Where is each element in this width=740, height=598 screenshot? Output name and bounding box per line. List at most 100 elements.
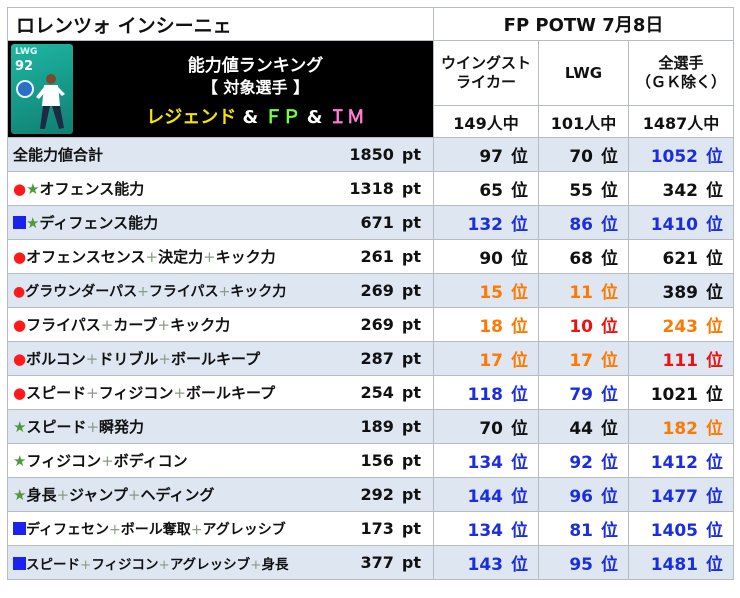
stat-value-number: 292 xyxy=(360,485,394,504)
rank-unit: 位 xyxy=(601,521,618,541)
rank-number: 243 xyxy=(662,317,699,337)
rank-cell: 621 位 xyxy=(627,239,735,274)
stat-value-number: 156 xyxy=(360,451,394,470)
stat-label-part: アグレッシブ xyxy=(202,521,286,538)
club-badge-icon xyxy=(16,80,34,98)
rank-unit: 位 xyxy=(511,249,528,269)
rank-cell: 1021 位 xyxy=(627,375,735,410)
stat-value-number: 1850 xyxy=(349,145,394,164)
stat-value-unit: pt xyxy=(401,247,421,266)
star-icon: ★ xyxy=(13,452,27,470)
stat-value-unit: pt xyxy=(401,553,421,572)
plus-sign: + xyxy=(157,316,171,334)
stat-label: ●ボルコン+ドリブル+ボールキープ xyxy=(7,341,340,376)
stat-label-part: キック力 xyxy=(230,283,287,300)
rank-cell: 68 位 xyxy=(538,239,629,274)
rank-cell: 144 位 xyxy=(433,477,539,512)
rank-unit: 位 xyxy=(601,385,618,405)
column-header-lwg: LWG xyxy=(538,40,629,106)
rank-number: 134 xyxy=(467,521,504,541)
stat-value-unit: pt xyxy=(401,145,421,164)
offense-dot-icon: ● xyxy=(13,283,26,300)
rank-cell: 79 位 xyxy=(538,375,629,410)
star-icon: ★ xyxy=(26,214,40,232)
rank-number: 1021 xyxy=(650,385,699,405)
stat-label-part: ディフェンス能力 xyxy=(39,214,159,232)
rank-unit: 位 xyxy=(706,181,724,201)
banner-subtitle: 【 対象選手 】 xyxy=(201,78,310,97)
rank-unit: 位 xyxy=(601,487,618,507)
rank-number: 134 xyxy=(467,453,504,473)
offense-dot-icon: ● xyxy=(13,180,27,198)
stat-label-part: ボールキープ xyxy=(185,384,276,402)
rank-cell: 18 位 xyxy=(433,307,539,342)
rank-cell: 143 位 xyxy=(433,545,539,580)
rank-cell: 55 位 xyxy=(538,171,629,206)
stat-label-part: フィジコン xyxy=(98,384,174,402)
rank-number: 96 xyxy=(569,487,593,507)
table-row: ★ディフェンス能力 671 pt 132 位 86 位 1410 位 xyxy=(7,205,735,240)
table-row: 全能力値合計 1850 pt 97 位 70 位 1052 位 xyxy=(7,137,735,172)
stat-label-part: オフェンス能力 xyxy=(39,180,145,198)
stat-value: 377 pt xyxy=(339,545,434,580)
rank-unit: 位 xyxy=(706,147,724,167)
rank-unit: 位 xyxy=(706,487,724,507)
plus-sign: + xyxy=(190,521,203,538)
rank-unit: 位 xyxy=(601,351,618,371)
stat-label-part: ヘディング xyxy=(140,486,215,504)
table-row: ●ボルコン+ドリブル+ボールキープ 287 pt 17 位 17 位 111 位 xyxy=(7,341,735,376)
stat-label: ★フィジコン+ボディコン xyxy=(7,443,340,478)
rank-cell: 342 位 xyxy=(627,171,735,206)
stat-value-unit: pt xyxy=(401,281,421,300)
player-name: ロレンツォ インシーニェ xyxy=(7,7,434,41)
rank-unit: 位 xyxy=(511,181,528,201)
stat-label-part: ボール奪取 xyxy=(120,521,191,538)
plus-sign: + xyxy=(173,384,186,402)
table-row: ディフェセン+ボール奪取+アグレッシブ 173 pt 134 位 81 位 1405 位 xyxy=(7,511,735,546)
rank-cell: 182 位 xyxy=(627,409,735,444)
stat-value-number: 254 xyxy=(360,383,394,402)
rank-unit: 位 xyxy=(706,453,724,473)
stat-value-unit: pt xyxy=(401,451,421,470)
stat-label-part: ボールキープ xyxy=(170,350,261,368)
column-count: 149人中 xyxy=(433,105,539,138)
table-row: ●オフェンスセンス+決定力+キック力 261 pt 90 位 68 位 621 位 xyxy=(7,239,735,274)
stat-value-unit: pt xyxy=(401,383,421,402)
rank-unit: 位 xyxy=(601,283,618,303)
rank-cell: 1481 位 xyxy=(627,545,735,580)
stat-label: ★身長+ジャンプ+ヘディング xyxy=(7,477,340,512)
rank-cell: 118 位 xyxy=(433,375,539,410)
rank-unit: 位 xyxy=(601,249,618,269)
rank-cell: 17 位 xyxy=(433,341,539,376)
plus-sign: + xyxy=(86,384,99,402)
rank-unit: 位 xyxy=(601,555,618,575)
rank-number: 70 xyxy=(569,147,593,167)
rank-unit: 位 xyxy=(511,385,528,405)
banner-title: 能力値ランキング xyxy=(187,56,324,76)
rank-number: 1410 xyxy=(650,215,699,235)
stat-value: 292 pt xyxy=(339,477,434,512)
rank-unit: 位 xyxy=(511,521,528,541)
rank-number: 68 xyxy=(569,249,593,269)
stat-label: ●フライパス+カーブ+キック力 xyxy=(7,307,340,342)
rank-cell: 134 位 xyxy=(433,443,539,478)
stat-value-number: 1318 xyxy=(349,179,394,198)
stat-value-unit: pt xyxy=(401,417,421,436)
stat-label-part: カーブ xyxy=(113,316,158,334)
rank-cell: 70 位 xyxy=(433,409,539,444)
defense-square-icon xyxy=(13,556,26,570)
stat-label-part: キック力 xyxy=(215,248,276,266)
stat-label: ★スピード+瞬発力 xyxy=(7,409,340,444)
rank-cell: 86 位 xyxy=(538,205,629,240)
stat-value-number: 287 xyxy=(360,349,394,368)
rank-unit: 位 xyxy=(706,385,724,405)
offense-dot-icon: ● xyxy=(13,350,27,368)
rank-number: 132 xyxy=(467,215,504,235)
plus-sign: + xyxy=(218,283,231,300)
stat-value: 261 pt xyxy=(339,239,434,274)
rank-cell: 1052 位 xyxy=(627,137,735,172)
rank-number: 95 xyxy=(569,555,593,575)
plus-sign: + xyxy=(100,316,114,334)
offense-dot-icon: ● xyxy=(13,316,27,334)
plus-sign: + xyxy=(127,486,141,504)
